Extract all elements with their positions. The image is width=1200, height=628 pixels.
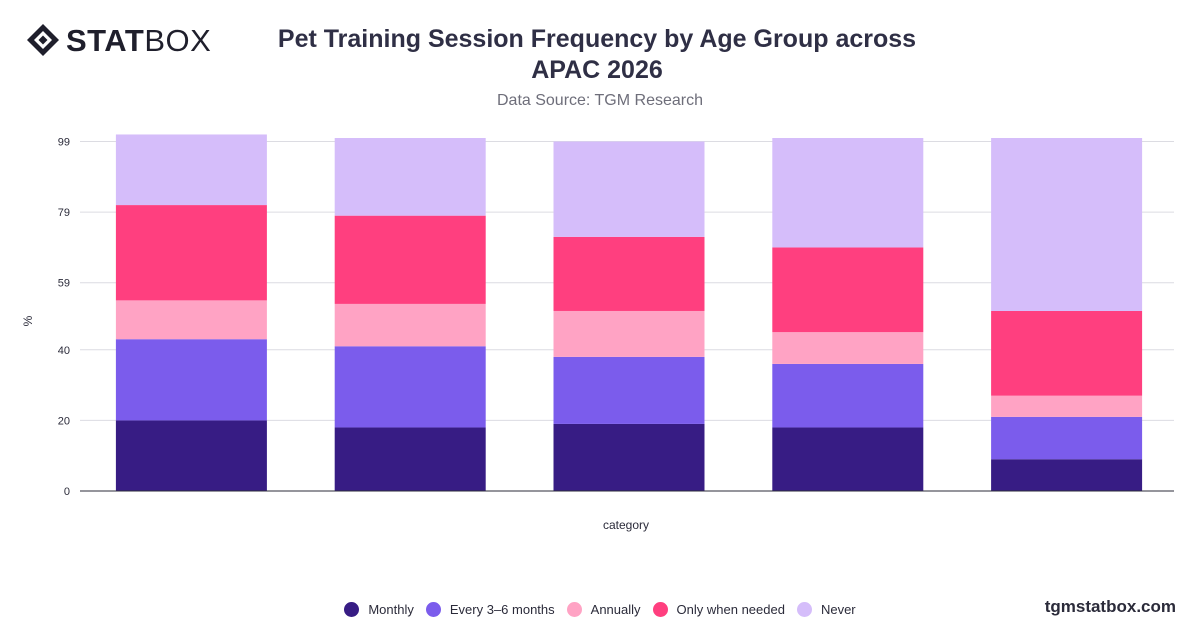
bar-segment bbox=[991, 310, 1143, 396]
chart-subtitle: Data Source: TGM Research bbox=[496, 92, 703, 109]
bar-segment bbox=[553, 141, 705, 237]
legend-label: Annually bbox=[590, 602, 641, 617]
legend-item[interactable]: Annually bbox=[566, 602, 641, 617]
bar-segment bbox=[772, 363, 924, 428]
bar-segment bbox=[115, 339, 267, 421]
brand-logo: STATBOX bbox=[26, 22, 211, 58]
legend-item[interactable]: Monthly bbox=[344, 602, 414, 617]
logo-text-light: BOX bbox=[144, 22, 212, 58]
logo-text-bold: STAT bbox=[66, 22, 145, 58]
bar-segment bbox=[115, 420, 267, 491]
bar-segment bbox=[991, 395, 1143, 417]
stacked-bar-chart: 0 20 40 59 79 99 category % bbox=[21, 134, 1174, 532]
bar-segment bbox=[553, 423, 705, 491]
bar-stack bbox=[115, 134, 267, 491]
legend-swatch-icon bbox=[796, 602, 812, 617]
bar-segment bbox=[772, 332, 924, 364]
legend-swatch-icon bbox=[344, 602, 360, 617]
bar-segment bbox=[553, 310, 705, 357]
legend-label: Monthly bbox=[368, 602, 414, 617]
legend-item[interactable]: Only when needed bbox=[652, 602, 785, 617]
chart-title: Pet Training Session Frequency by Age Gr… bbox=[277, 25, 917, 84]
legend-label: Only when needed bbox=[676, 602, 785, 617]
bar-segment bbox=[772, 247, 924, 333]
y-tick-label: 40 bbox=[58, 345, 70, 357]
y-tick-label: 20 bbox=[58, 415, 70, 427]
legend-item[interactable]: Never bbox=[796, 602, 856, 617]
bar-segment bbox=[334, 346, 486, 428]
bar-segment bbox=[115, 205, 267, 301]
legend-label: Never bbox=[820, 602, 856, 617]
bar-segment bbox=[991, 416, 1143, 460]
bar-segment bbox=[553, 356, 705, 424]
y-axis-ticks: 0 20 40 59 79 99 bbox=[58, 137, 70, 498]
bar-segment bbox=[772, 138, 924, 248]
bar-segment bbox=[115, 134, 267, 206]
bar-stack bbox=[334, 138, 486, 491]
bar-segment bbox=[772, 427, 924, 491]
x-axis-label: category bbox=[603, 518, 649, 532]
bar-stack bbox=[553, 141, 705, 491]
bar-segment bbox=[115, 300, 267, 340]
bar-segment bbox=[334, 427, 486, 491]
y-tick-label: 59 bbox=[58, 278, 70, 290]
bar-segment bbox=[334, 138, 486, 216]
footer-site: tgmstatbox.com bbox=[1044, 597, 1176, 616]
y-tick-label: 99 bbox=[58, 137, 70, 149]
legend-swatch-icon bbox=[652, 602, 668, 617]
y-axis-label: % bbox=[21, 315, 35, 326]
bar-segment bbox=[991, 138, 1143, 311]
bar-segment bbox=[991, 459, 1143, 491]
bar-stack bbox=[772, 138, 924, 491]
y-tick-label: 79 bbox=[58, 207, 70, 219]
legend-swatch-icon bbox=[566, 602, 582, 617]
legend-swatch-icon bbox=[425, 602, 441, 617]
y-tick-label: 0 bbox=[64, 486, 70, 498]
legend-item[interactable]: Every 3–6 months bbox=[425, 602, 555, 617]
bar-segment bbox=[334, 303, 486, 347]
bars bbox=[115, 134, 1143, 491]
bar-segment bbox=[553, 236, 705, 311]
legend-label: Every 3–6 months bbox=[449, 602, 555, 617]
bar-stack bbox=[991, 138, 1143, 491]
chart-legend: Monthly Every 3–6 months Annually Only when… bbox=[0, 602, 1200, 617]
bar-segment bbox=[334, 215, 486, 304]
diamond-logo-icon bbox=[27, 24, 59, 56]
